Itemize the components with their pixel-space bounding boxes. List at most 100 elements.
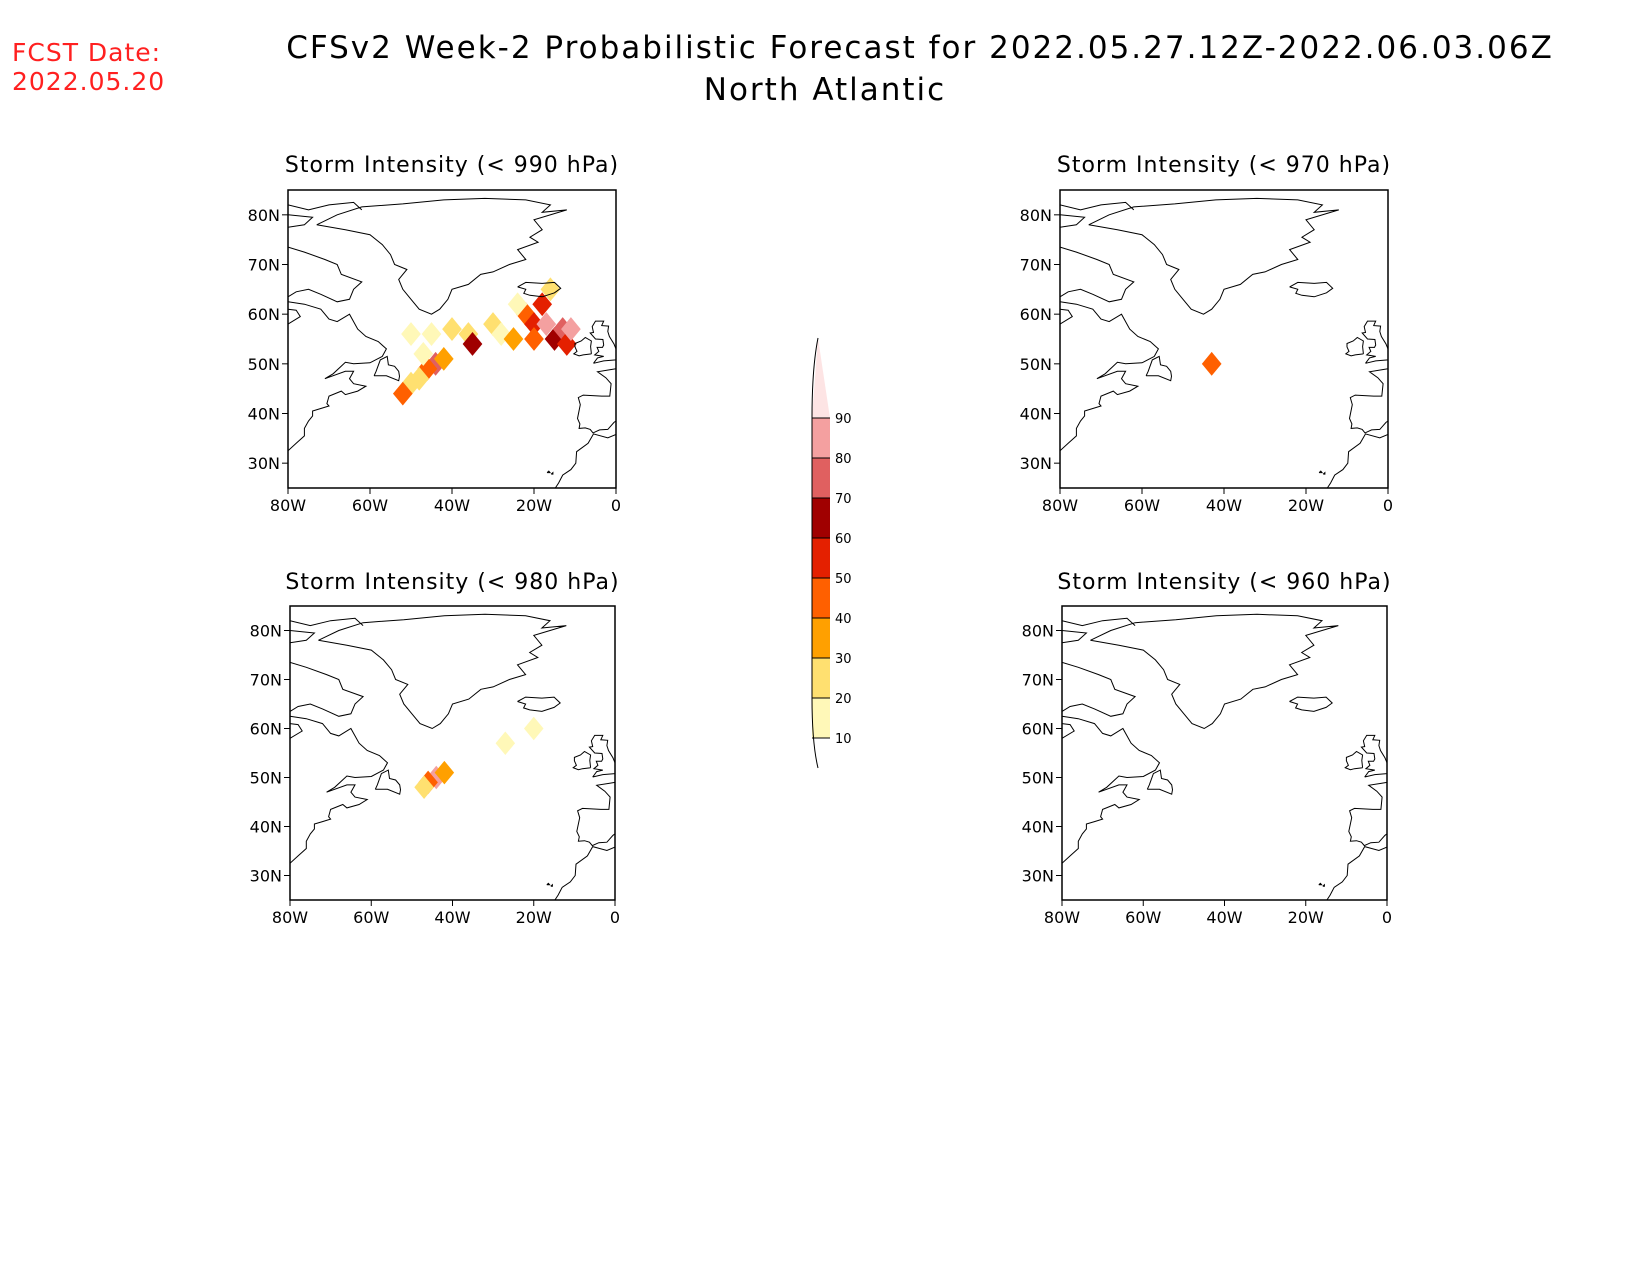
- map-panel-p970: Storm Intensity (< 970 hPa) 80N 70N 60N 50N 4…: [1020, 153, 1393, 515]
- fcst-label: FCST Date:: [12, 38, 162, 67]
- lat-tick-label: 80N: [1022, 622, 1054, 641]
- colorbar-segment: [812, 578, 830, 618]
- lat-tick-label: 70N: [1022, 671, 1054, 690]
- lat-tick-label: 40N: [1022, 818, 1054, 837]
- lat-tick-label: 60N: [248, 305, 280, 324]
- panel-title: Storm Intensity (< 960 hPa): [1057, 570, 1391, 595]
- coastline: [1145, 355, 1173, 382]
- coastline: [1062, 630, 1088, 644]
- coastline: [288, 246, 363, 303]
- probability-cell: [524, 327, 544, 351]
- coastline: [546, 470, 552, 474]
- coastline: [517, 696, 561, 712]
- coastline: [374, 769, 402, 795]
- coastline: [1289, 281, 1334, 298]
- probability-cell: [434, 760, 455, 785]
- probability-cell: [462, 332, 483, 356]
- map-panel-p980: Storm Intensity (< 980 hPa) 80N 70N 60N 50N 4…: [250, 570, 620, 927]
- coastline: [1062, 661, 1137, 717]
- lat-tick-label: 60N: [1022, 720, 1054, 739]
- colorbar-label: 90: [835, 412, 852, 427]
- coastline: [1344, 336, 1364, 357]
- colorbar-label: 30: [835, 652, 852, 667]
- colorbar-segment: [812, 498, 830, 538]
- lon-tick-label: 0: [611, 496, 621, 515]
- colorbar-segment: [812, 538, 830, 578]
- coastline: [588, 734, 615, 778]
- lat-tick-label: 40N: [248, 405, 280, 424]
- coastline: [290, 661, 365, 717]
- lat-tick-label: 70N: [250, 671, 282, 690]
- coastline: [554, 433, 616, 488]
- coastline: [1060, 308, 1073, 325]
- colorbar: 10 20 30 40 50 60 70 80 90: [811, 337, 852, 769]
- lon-tick-label: 0: [610, 908, 620, 927]
- probability-cell: [524, 716, 544, 741]
- probability-cell: [458, 322, 479, 346]
- lon-tick-label: 40W: [434, 496, 470, 515]
- lon-tick-label: 0: [1382, 908, 1392, 927]
- probability-cell: [425, 351, 446, 376]
- probability-cell: [401, 322, 421, 346]
- fcst-date: 2022.05.20: [12, 67, 166, 96]
- probability-cell: [433, 346, 454, 371]
- probability-cell: [532, 292, 553, 317]
- colorbar-segment: [812, 338, 830, 418]
- colorbar-segment: [812, 658, 830, 698]
- lon-tick-label: 80W: [1042, 496, 1078, 515]
- coastline: [550, 883, 553, 887]
- coastline: [1326, 433, 1388, 488]
- probability-cell: [536, 312, 557, 337]
- lon-tick-label: 60W: [352, 496, 388, 515]
- probability-cell: [540, 277, 561, 302]
- lon-tick-label: 40W: [434, 908, 470, 927]
- lon-tick-label: 0: [1383, 496, 1393, 515]
- lon-tick-label: 20W: [516, 908, 552, 927]
- colorbar-label: 50: [835, 572, 852, 587]
- probability-cell: [392, 381, 413, 406]
- probability-cell: [507, 292, 528, 317]
- panel-title: Storm Intensity (< 990 hPa): [285, 153, 619, 178]
- coastline: [572, 336, 592, 357]
- lon-tick-label: 20W: [516, 496, 552, 515]
- coastline: [288, 308, 301, 325]
- coastline: [517, 281, 562, 298]
- coastline: [576, 368, 616, 434]
- coastline: [1088, 197, 1339, 315]
- coastline: [1060, 214, 1086, 228]
- coastline: [290, 715, 389, 864]
- map-area: [1062, 613, 1387, 900]
- lon-tick-label: 80W: [270, 496, 306, 515]
- coastline: [1360, 734, 1387, 778]
- coastline: [1348, 781, 1387, 847]
- lon-tick-label: 60W: [1124, 496, 1160, 515]
- coastline: [589, 320, 616, 364]
- coastline: [546, 882, 551, 886]
- probability-cell: [544, 327, 565, 351]
- probability-cell: [495, 731, 516, 755]
- coastline: [1318, 470, 1324, 474]
- map-frame: [1059, 189, 1389, 489]
- colorbar-segment: [812, 458, 830, 498]
- coastline: [318, 613, 567, 730]
- lat-tick-label: 70N: [1020, 256, 1052, 275]
- lat-tick-label: 80N: [1020, 206, 1052, 225]
- colorbar-label: 40: [835, 612, 852, 627]
- coastline: [288, 301, 388, 452]
- coastline: [572, 750, 592, 771]
- colorbar-outline: [811, 337, 819, 769]
- coastline: [290, 723, 303, 739]
- coastline: [1344, 750, 1364, 771]
- lon-tick-label: 40W: [1206, 908, 1242, 927]
- colorbar-label: 10: [835, 732, 852, 747]
- lat-tick-label: 60N: [1020, 305, 1052, 324]
- lat-tick-label: 60N: [250, 720, 282, 739]
- coastline: [316, 197, 567, 315]
- colorbar-label: 80: [835, 452, 852, 467]
- coastline: [1090, 613, 1339, 730]
- probability-cell: [417, 356, 438, 381]
- probability-cell: [556, 332, 577, 356]
- panel-title: Storm Intensity (< 970 hPa): [1057, 153, 1391, 178]
- colorbar-segment: [812, 698, 830, 738]
- coastline: [288, 201, 363, 211]
